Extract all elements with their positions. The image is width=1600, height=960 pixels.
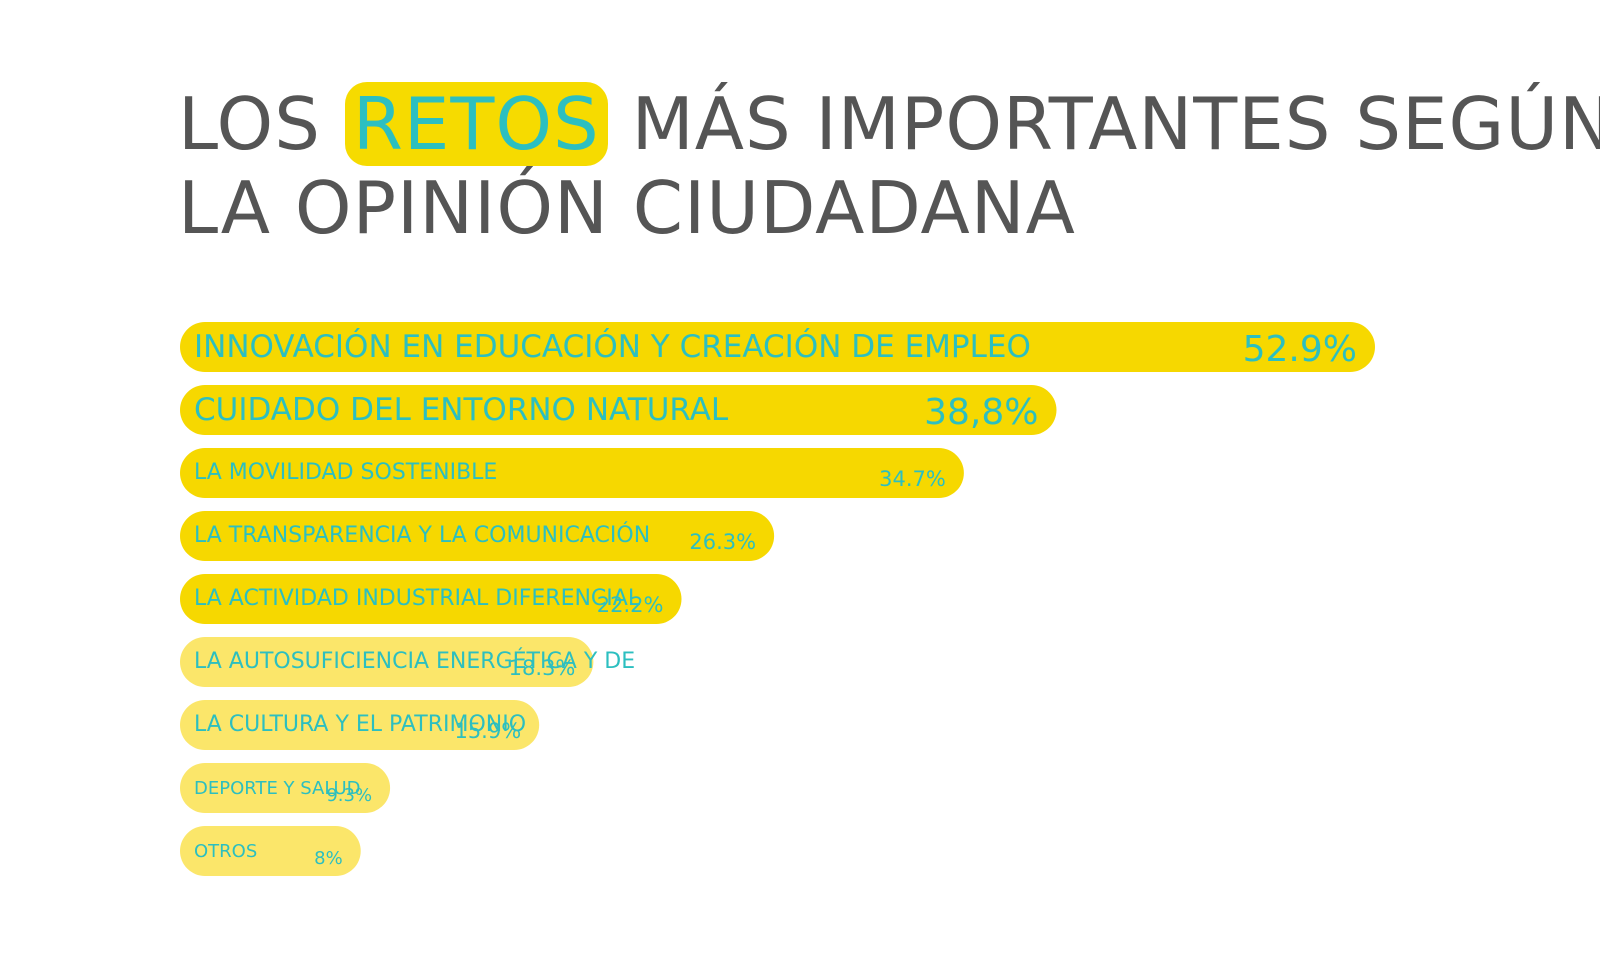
bar <box>180 763 391 813</box>
bar <box>180 700 540 750</box>
bar-value-label: 18.3% <box>509 656 576 680</box>
bar-category-label: LA MOVILIDAD SOSTENIBLE <box>194 460 497 485</box>
title-word-pre: LOS <box>178 82 321 166</box>
bar-value-label: 52.9% <box>1243 329 1357 370</box>
bar-category-label: LA TRANSPARENCIA Y LA COMUNICACIÓN <box>194 522 650 548</box>
bar-category-label: LA ACTIVIDAD INDUSTRIAL DIFERENCIAL <box>194 586 641 611</box>
chart-title-line-1: LOS RETOS MÁS IMPORTANTES SEGÚN <box>178 82 1600 166</box>
bar-category-label: LA AUTOSUFICIENCIA ENERGÉTICA Y DE <box>194 648 635 674</box>
bar-category-label: INNOVACIÓN EN EDUCACIÓN Y CREACIÓN DE EM… <box>194 328 1031 365</box>
chart-title-line-2: LA OPINIÓN CIUDADANA <box>178 166 1076 250</box>
bar-value-label: 22.2% <box>597 593 664 617</box>
bar-row: LA MOVILIDAD SOSTENIBLE 34.7% <box>180 448 964 498</box>
bar <box>180 511 775 561</box>
bar <box>180 637 594 687</box>
bar-value-label: 9.3% <box>326 785 372 806</box>
chart-title: LOS RETOS MÁS IMPORTANTES SEGÚN LA OPINI… <box>178 82 1600 250</box>
bar-row: INNOVACIÓN EN EDUCACIÓN Y CREACIÓN DE EM… <box>180 322 1375 372</box>
bar-value-label: 8% <box>314 848 343 869</box>
bar <box>180 322 1375 372</box>
bar-row: LA TRANSPARENCIA Y LA COMUNICACIÓN 26.3% <box>180 511 775 561</box>
bar-category-label: LA CULTURA Y EL PATRIMONIO <box>194 712 526 737</box>
bar-category-label: OTROS <box>194 841 257 862</box>
bar <box>180 826 361 876</box>
bar-row: CUIDADO DEL ENTORNO NATURAL 38,8% <box>180 385 1057 435</box>
title-word-post: MÁS IMPORTANTES SEGÚN <box>631 82 1600 166</box>
bar-category-label: DEPORTE Y SALUD <box>194 778 361 799</box>
bar-category-label: CUIDADO DEL ENTORNO NATURAL <box>194 392 729 428</box>
bar <box>180 448 964 498</box>
bar-value-label: 15.9% <box>454 719 521 743</box>
bar-row: OTROS 8% <box>180 826 361 876</box>
bar-value-label: 38,8% <box>924 392 1038 433</box>
title-highlight-word: RETOS <box>344 82 608 166</box>
bar-value-label: 34.7% <box>879 467 946 491</box>
bar-value-label: 26.3% <box>689 530 756 554</box>
bar <box>180 574 682 624</box>
bar <box>180 385 1057 435</box>
